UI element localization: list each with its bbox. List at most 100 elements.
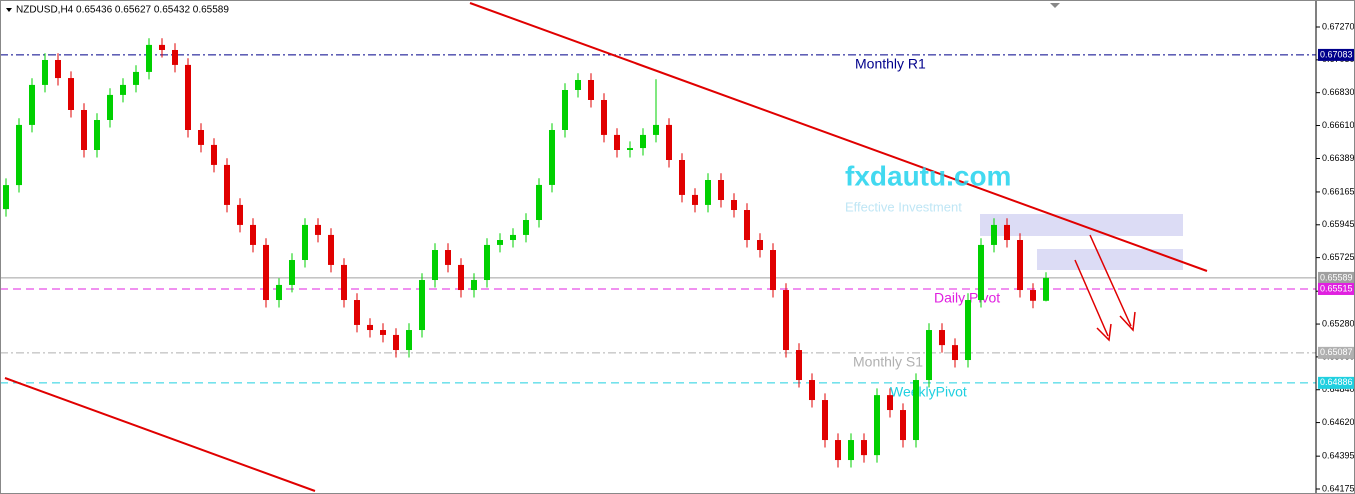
candle-body — [237, 204, 243, 225]
candle-body — [289, 260, 295, 285]
level-price-box — [1318, 282, 1355, 295]
candle-body — [627, 148, 633, 151]
candle-body — [3, 185, 9, 210]
candle-body — [588, 79, 594, 100]
candle-body — [575, 79, 581, 90]
y-tick-label: 0.66165 — [1322, 186, 1355, 196]
trend-line — [4, 377, 316, 492]
candle-body — [744, 210, 750, 241]
candle-body — [406, 330, 412, 351]
candle-body — [1017, 240, 1023, 291]
candle-body — [666, 124, 672, 161]
level-label: WeeklyPivot — [890, 384, 967, 400]
candle-body — [926, 330, 932, 381]
y-tick-label: 0.64620 — [1322, 417, 1355, 427]
candle-body — [1030, 290, 1036, 301]
candle-body — [523, 220, 529, 235]
watermark-subtitle: Effective Investment — [845, 199, 962, 214]
candle-body — [419, 280, 425, 331]
candle-body — [770, 250, 776, 291]
candle-body — [120, 84, 126, 95]
y-tick-label: 0.66610 — [1322, 120, 1355, 130]
candle-body — [81, 109, 87, 151]
y-tick-label: 0.66830 — [1322, 87, 1355, 97]
candle-body — [1043, 277, 1049, 301]
candle-body — [965, 300, 971, 361]
candle-body — [601, 99, 607, 135]
candle-body — [705, 180, 711, 205]
candle-body — [133, 71, 139, 85]
candle-body — [263, 244, 269, 301]
candle-body — [393, 334, 399, 351]
level-label: Monthly S1 — [853, 354, 923, 370]
y-tick-label: 0.66389 — [1322, 153, 1355, 163]
candle-body — [939, 330, 945, 346]
candle-body — [1004, 224, 1010, 241]
candle-body — [341, 264, 347, 301]
y-tick-label: 0.64840 — [1322, 384, 1355, 394]
candle-body — [952, 345, 958, 361]
candle-body — [211, 144, 217, 165]
candle-body — [796, 350, 802, 381]
candle-body — [731, 200, 737, 211]
candle-body — [692, 194, 698, 205]
level-price-box — [1318, 48, 1355, 61]
candle-body — [510, 234, 516, 241]
watermark: fxdautu.com — [845, 160, 1011, 191]
level-price-box — [1318, 271, 1355, 284]
candle-body — [146, 44, 152, 72]
candle-body — [328, 234, 334, 265]
y-tick-label: 0.65725 — [1322, 252, 1355, 262]
level-price: 0.65087 — [1320, 347, 1353, 357]
zone — [1037, 249, 1183, 270]
candle-body — [978, 244, 984, 301]
candle-body — [432, 250, 438, 281]
y-tick-label: 0.65945 — [1322, 219, 1355, 229]
candle-body — [172, 49, 178, 65]
candle-body — [536, 184, 542, 221]
candle-body — [484, 244, 490, 281]
candle-body — [614, 134, 620, 151]
candle-body — [29, 84, 35, 125]
candle-body — [861, 440, 867, 456]
candle-body — [315, 224, 321, 235]
candle-body — [809, 380, 815, 401]
candle-body — [471, 280, 477, 291]
candle-body — [549, 129, 555, 185]
candle-body — [94, 119, 100, 151]
level-price: 0.64886 — [1320, 377, 1353, 387]
level-price-box — [1318, 346, 1355, 359]
candle-body — [159, 44, 165, 50]
level-price: 0.65589 — [1320, 272, 1353, 282]
candle-body — [900, 410, 906, 441]
candle-body — [276, 284, 282, 301]
candle-body — [250, 224, 256, 245]
candle-body — [887, 395, 893, 411]
candle-body — [68, 78, 74, 110]
candle-body — [653, 124, 659, 135]
shift-marker — [1050, 3, 1060, 8]
menu-arrow — [6, 8, 12, 12]
candle-body — [224, 164, 230, 205]
candle-body — [458, 264, 464, 291]
candle-body — [874, 395, 880, 456]
candle-body — [367, 324, 373, 331]
candle-body — [380, 330, 386, 335]
y-tick-label: 0.67270 — [1322, 21, 1355, 31]
candle-body — [302, 224, 308, 261]
candle-body — [718, 180, 724, 201]
candle-body — [640, 134, 646, 149]
chart-title: NZDUSD,H4 0.65436 0.65627 0.65432 0.6558… — [16, 5, 229, 16]
candle-body — [445, 250, 451, 265]
candle-body — [55, 59, 61, 79]
y-tick-label: 0.65280 — [1322, 318, 1355, 328]
candle-body — [16, 124, 22, 186]
candle-body — [783, 290, 789, 351]
candle-body — [679, 160, 685, 195]
candle-body — [848, 440, 854, 461]
level-price: 0.67083 — [1320, 49, 1353, 59]
candle-body — [913, 380, 919, 441]
candle-body — [198, 129, 204, 145]
level-price: 0.65515 — [1320, 283, 1353, 293]
